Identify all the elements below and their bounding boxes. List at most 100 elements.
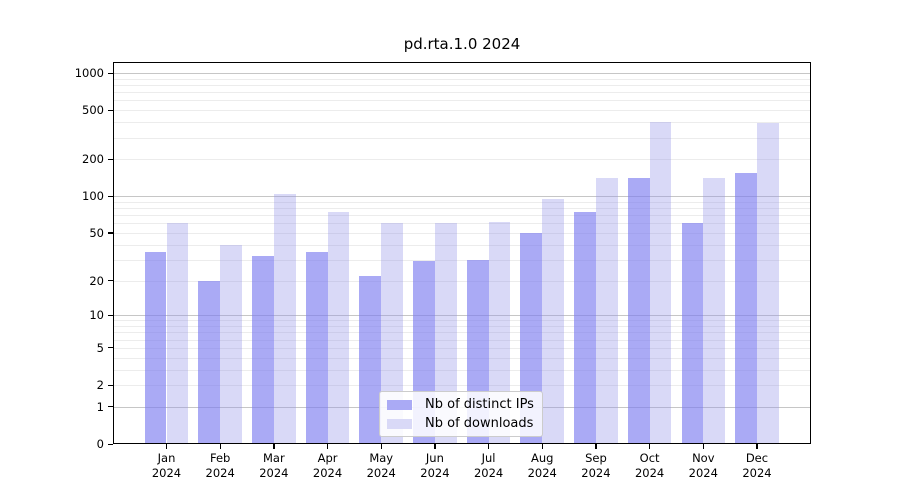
gridline-minor [113, 78, 811, 80]
y-axis-tick [108, 72, 113, 74]
bar-downloads-mar [273, 193, 296, 444]
gridline-minor [113, 369, 811, 371]
gridline-minor [113, 85, 811, 87]
x-tick-month: Apr [317, 451, 338, 465]
gridline-minor [113, 223, 811, 225]
gridline-minor [113, 137, 811, 139]
bar-downloads-dec [756, 122, 779, 444]
y-tick-label: 50 [89, 225, 104, 240]
x-axis-tick [649, 444, 651, 449]
x-tick-month: Jun [425, 451, 444, 465]
x-tick-label: Oct 2024 [618, 451, 682, 481]
gridline-major [113, 196, 811, 198]
x-tick-month: Jan [157, 451, 176, 465]
x-axis-tick [327, 444, 329, 449]
x-tick-month: Oct [639, 451, 660, 465]
x-tick-label: May 2024 [349, 451, 413, 481]
gridline-minor [113, 320, 811, 322]
y-axis-tick [108, 158, 113, 160]
gridline-minor [113, 92, 811, 94]
x-tick-month: May [369, 451, 394, 465]
y-axis-tick [108, 443, 113, 445]
bar-downloads-may [381, 223, 404, 444]
x-tick-month: Mar [263, 451, 285, 465]
legend-swatch-downloads-icon [387, 418, 412, 429]
gridline-minor [113, 357, 811, 359]
x-tick-label: Mar 2024 [242, 451, 306, 481]
y-tick-label: 2 [96, 378, 104, 393]
bar-downloads-jul [488, 221, 511, 444]
legend: Nb of distinct IPs Nb of downloads [379, 391, 543, 437]
x-axis-tick [595, 444, 597, 449]
legend-label-downloads: Nb of downloads [425, 415, 534, 431]
y-tick-label: 20 [89, 273, 104, 288]
y-axis-tick [108, 314, 113, 316]
bar-downloads-oct [649, 122, 672, 444]
gridline-minor [113, 100, 811, 102]
x-axis-tick [219, 444, 221, 449]
x-tick-label: Apr 2024 [296, 451, 360, 481]
x-axis-tick [380, 444, 382, 449]
x-tick-year: 2024 [688, 466, 718, 480]
plot-area [113, 62, 811, 444]
y-axis-tick [108, 109, 113, 111]
bar-downloads-sep [595, 178, 618, 444]
y-axis-tick [108, 232, 113, 234]
y-tick-label: 100 [82, 189, 104, 204]
x-tick-year: 2024 [259, 466, 289, 480]
legend-label-distinct-ips: Nb of distinct IPs [425, 396, 534, 412]
bar-distinct-ips-sep [574, 211, 596, 444]
gridline-minor [113, 208, 811, 210]
x-tick-label: Dec 2024 [725, 451, 789, 481]
x-tick-label: Jan 2024 [135, 451, 199, 481]
x-tick-year: 2024 [420, 466, 450, 480]
x-tick-year: 2024 [742, 466, 772, 480]
legend-swatch-distinct-ips-icon [387, 399, 412, 410]
chart-title: pd.rta.1.0 2024 [403, 35, 521, 53]
x-tick-year: 2024 [205, 466, 235, 480]
x-axis-tick [541, 444, 543, 449]
legend-entry-distinct-ips: Nb of distinct IPs [387, 395, 542, 414]
y-axis-tick [108, 280, 113, 282]
x-tick-label: Jun 2024 [403, 451, 467, 481]
gridline-minor [113, 385, 811, 387]
gridline-minor [113, 280, 811, 282]
y-axis-tick [108, 347, 113, 349]
x-tick-label: Aug 2024 [510, 451, 574, 481]
x-tick-month: Feb [209, 451, 231, 465]
gridline-minor [113, 259, 811, 261]
gridline-minor [113, 339, 811, 341]
x-tick-month: Dec [745, 451, 769, 465]
bar-distinct-ips-mar [252, 256, 274, 444]
x-tick-month: Nov [692, 451, 715, 465]
y-tick-label: 1000 [74, 66, 104, 81]
bar-downloads-aug [542, 198, 565, 444]
gridline-major [113, 315, 811, 317]
gridline-major [113, 73, 811, 75]
bar-distinct-ips-feb [198, 280, 221, 444]
gridline-minor [113, 122, 811, 124]
bar-distinct-ips-jan [144, 251, 167, 444]
bar-distinct-ips-may [359, 275, 382, 444]
x-tick-month: Jul [481, 451, 496, 465]
x-axis-tick [702, 444, 704, 449]
gridline-minor [113, 232, 811, 234]
y-axis-tick [108, 406, 113, 408]
bar-downloads-feb [220, 244, 242, 444]
x-tick-label: Feb 2024 [188, 451, 252, 481]
x-tick-label: Nov 2024 [671, 451, 735, 481]
x-tick-label: Sep 2024 [564, 451, 628, 481]
y-tick-label: 1 [96, 399, 104, 414]
gridline-minor [113, 201, 811, 203]
x-tick-year: 2024 [312, 466, 343, 480]
x-tick-year: 2024 [366, 466, 396, 480]
bar-downloads-jan [166, 223, 189, 444]
x-axis-tick [434, 444, 436, 449]
x-axis-tick [756, 444, 758, 449]
gridline-minor [113, 347, 811, 349]
x-axis-tick [166, 444, 168, 449]
y-tick-label: 5 [96, 340, 104, 355]
x-axis-tick [273, 444, 275, 449]
bar-distinct-ips-apr [305, 251, 328, 444]
